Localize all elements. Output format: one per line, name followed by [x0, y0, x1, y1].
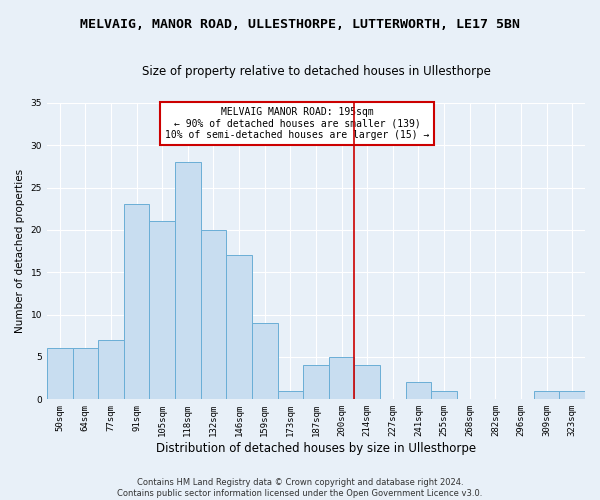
Bar — [124, 204, 149, 400]
Bar — [406, 382, 431, 400]
Bar — [98, 340, 124, 400]
Bar — [47, 348, 73, 400]
Bar — [355, 366, 380, 400]
Bar — [226, 256, 252, 400]
Bar — [329, 357, 355, 400]
X-axis label: Distribution of detached houses by size in Ullesthorpe: Distribution of detached houses by size … — [156, 442, 476, 455]
Bar — [303, 366, 329, 400]
Bar — [559, 391, 585, 400]
Bar — [431, 391, 457, 400]
Bar — [252, 323, 278, 400]
Bar — [278, 391, 303, 400]
Text: MELVAIG, MANOR ROAD, ULLESTHORPE, LUTTERWORTH, LE17 5BN: MELVAIG, MANOR ROAD, ULLESTHORPE, LUTTER… — [80, 18, 520, 30]
Bar — [534, 391, 559, 400]
Y-axis label: Number of detached properties: Number of detached properties — [15, 169, 25, 333]
Bar — [73, 348, 98, 400]
Bar — [200, 230, 226, 400]
Text: Contains HM Land Registry data © Crown copyright and database right 2024.
Contai: Contains HM Land Registry data © Crown c… — [118, 478, 482, 498]
Text: MELVAIG MANOR ROAD: 195sqm
← 90% of detached houses are smaller (139)
10% of sem: MELVAIG MANOR ROAD: 195sqm ← 90% of deta… — [165, 107, 430, 140]
Bar — [175, 162, 200, 400]
Bar — [149, 222, 175, 400]
Title: Size of property relative to detached houses in Ullesthorpe: Size of property relative to detached ho… — [142, 65, 490, 78]
